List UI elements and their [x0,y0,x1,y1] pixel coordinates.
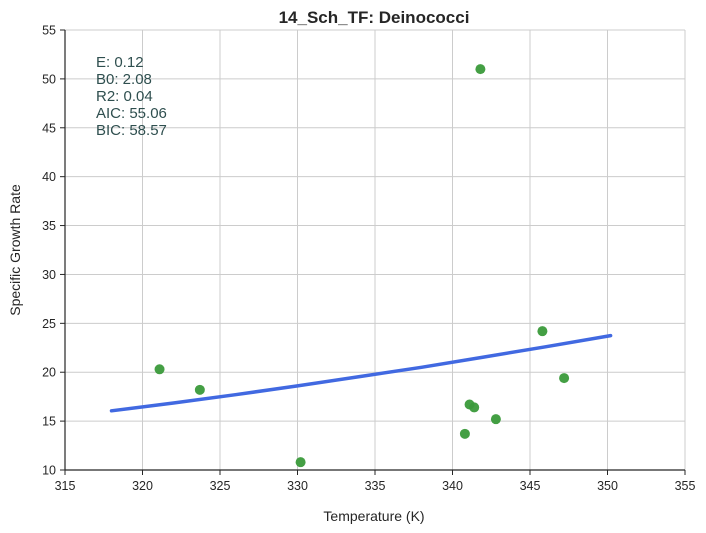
data-point [490,414,501,425]
data-point [295,457,306,468]
chart-title: 14_Sch_TF: Deinococci [279,8,470,27]
y-tick-label: 35 [42,219,56,233]
x-tick-label: 320 [132,479,153,493]
data-point [459,428,470,439]
axes [60,29,686,475]
y-axis-label: Specific Growth Rate [7,184,23,316]
annotation-r2: R2: 0.04 [96,88,153,105]
y-tick-label: 25 [42,317,56,331]
y-tick-label: 30 [42,268,56,282]
x-tick-label: 330 [287,479,308,493]
annotation-aic: AIC: 55.06 [96,105,167,122]
x-tick-label: 335 [365,479,386,493]
data-point [154,364,165,375]
data-points [154,64,570,468]
x-axis-label: Temperature (K) [323,508,424,524]
annotation-b0: B0: 2.08 [96,71,152,88]
data-point [475,64,486,75]
x-tick-label: 355 [675,479,696,493]
y-tick-label: 45 [42,121,56,135]
y-tick-label: 55 [42,24,56,38]
y-tick-label: 10 [42,464,56,478]
fit-line [109,333,613,413]
x-tick-label: 325 [210,479,231,493]
x-tick-label: 350 [597,479,618,493]
x-tick-label: 340 [442,479,463,493]
tick-labels: 315 320 325 330 335 340 345 350 355 10 15 20 25 30 35 4… [42,24,695,494]
grid [65,29,686,470]
x-tick-label: 345 [520,479,541,493]
y-tick-label: 50 [42,72,56,86]
data-point [559,373,570,384]
fit-statistics: E: 0.12 B0: 2.08 R2: 0.04 AIC: 55.06 BIC… [96,54,167,139]
x-tick-label: 315 [55,479,76,493]
annotation-bic: BIC: 58.57 [96,122,167,139]
y-tick-label: 40 [42,170,56,184]
annotation-e: E: 0.12 [96,54,144,71]
y-tick-label: 20 [42,366,56,380]
fit-line-group [109,333,613,413]
data-point [469,402,480,413]
y-tick-label: 15 [42,415,56,429]
data-point [194,384,205,395]
data-point [537,326,548,337]
